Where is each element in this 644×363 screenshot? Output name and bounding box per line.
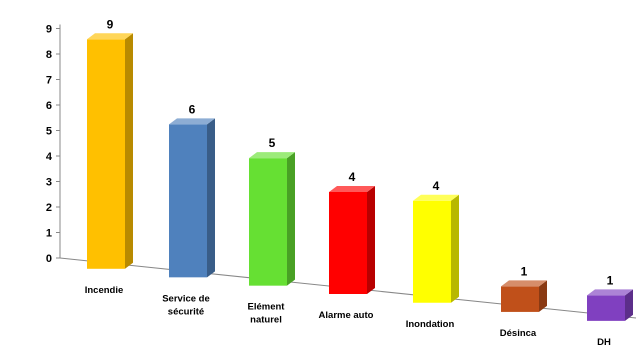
bar-top bbox=[169, 118, 215, 125]
y-tick-label: 2 bbox=[46, 202, 52, 214]
bar-side bbox=[451, 194, 459, 303]
bar-front bbox=[587, 295, 625, 321]
bar-side bbox=[125, 33, 133, 269]
y-tick-label: 6 bbox=[46, 100, 52, 112]
bar-value-label: 1 bbox=[521, 264, 528, 278]
bar-side bbox=[287, 152, 295, 286]
bar-side bbox=[207, 118, 215, 278]
category-label: Inondation bbox=[406, 319, 455, 330]
category-label: Incendie bbox=[85, 285, 124, 296]
bar-value-label: 6 bbox=[189, 102, 196, 116]
y-tick-label: 0 bbox=[46, 253, 52, 265]
category-label: Service de bbox=[162, 293, 210, 304]
bar-front bbox=[169, 124, 207, 278]
category-label: sécurité bbox=[168, 306, 204, 317]
bar-top bbox=[587, 289, 633, 296]
bar: 1 bbox=[587, 273, 633, 321]
bar: 1 bbox=[501, 264, 547, 312]
y-tick-label: 7 bbox=[46, 75, 52, 87]
category-label: Désinca bbox=[500, 328, 537, 339]
chart-bars: 9 6 5 4 4 1 1 bbox=[87, 17, 633, 321]
bar-front bbox=[501, 286, 539, 312]
bar: 9 bbox=[87, 17, 133, 269]
bar-value-label: 4 bbox=[349, 170, 356, 184]
y-tick-label: 4 bbox=[46, 151, 53, 163]
bar-front bbox=[249, 158, 287, 286]
bar-top bbox=[249, 152, 295, 159]
category-label: Elément bbox=[248, 302, 286, 313]
category-label: DH bbox=[597, 337, 611, 348]
bar: 6 bbox=[169, 102, 215, 278]
y-tick-label: 9 bbox=[46, 24, 52, 36]
bar-top bbox=[413, 194, 459, 201]
category-label: Alarme auto bbox=[319, 310, 374, 321]
bar: 4 bbox=[329, 170, 375, 294]
bar-top bbox=[501, 280, 547, 287]
bar-front bbox=[413, 200, 451, 303]
bar-top bbox=[329, 186, 375, 192]
bar-front bbox=[87, 39, 125, 269]
bar-side bbox=[539, 280, 547, 312]
y-tick-label: 5 bbox=[46, 126, 52, 138]
bar-value-label: 4 bbox=[433, 179, 440, 193]
bar-side bbox=[625, 289, 633, 321]
bar-front bbox=[329, 192, 367, 294]
bar: 5 bbox=[249, 136, 295, 286]
y-axis-ticks: 0 1 2 3 4 5 6 7 8 9 bbox=[46, 24, 60, 265]
category-label: naturel bbox=[250, 315, 282, 326]
bar-value-label: 5 bbox=[269, 136, 276, 150]
bar-value-label: 9 bbox=[107, 17, 114, 31]
bar-value-label: 1 bbox=[607, 273, 614, 287]
bar-top bbox=[87, 33, 133, 40]
category-labels: Incendie Service de sécurité Elément naturel… bbox=[85, 285, 611, 348]
y-tick-label: 3 bbox=[46, 177, 52, 189]
bar: 4 bbox=[413, 179, 459, 303]
y-tick-label: 1 bbox=[46, 228, 52, 240]
bar-side bbox=[367, 186, 375, 294]
y-tick-label: 8 bbox=[46, 49, 52, 61]
